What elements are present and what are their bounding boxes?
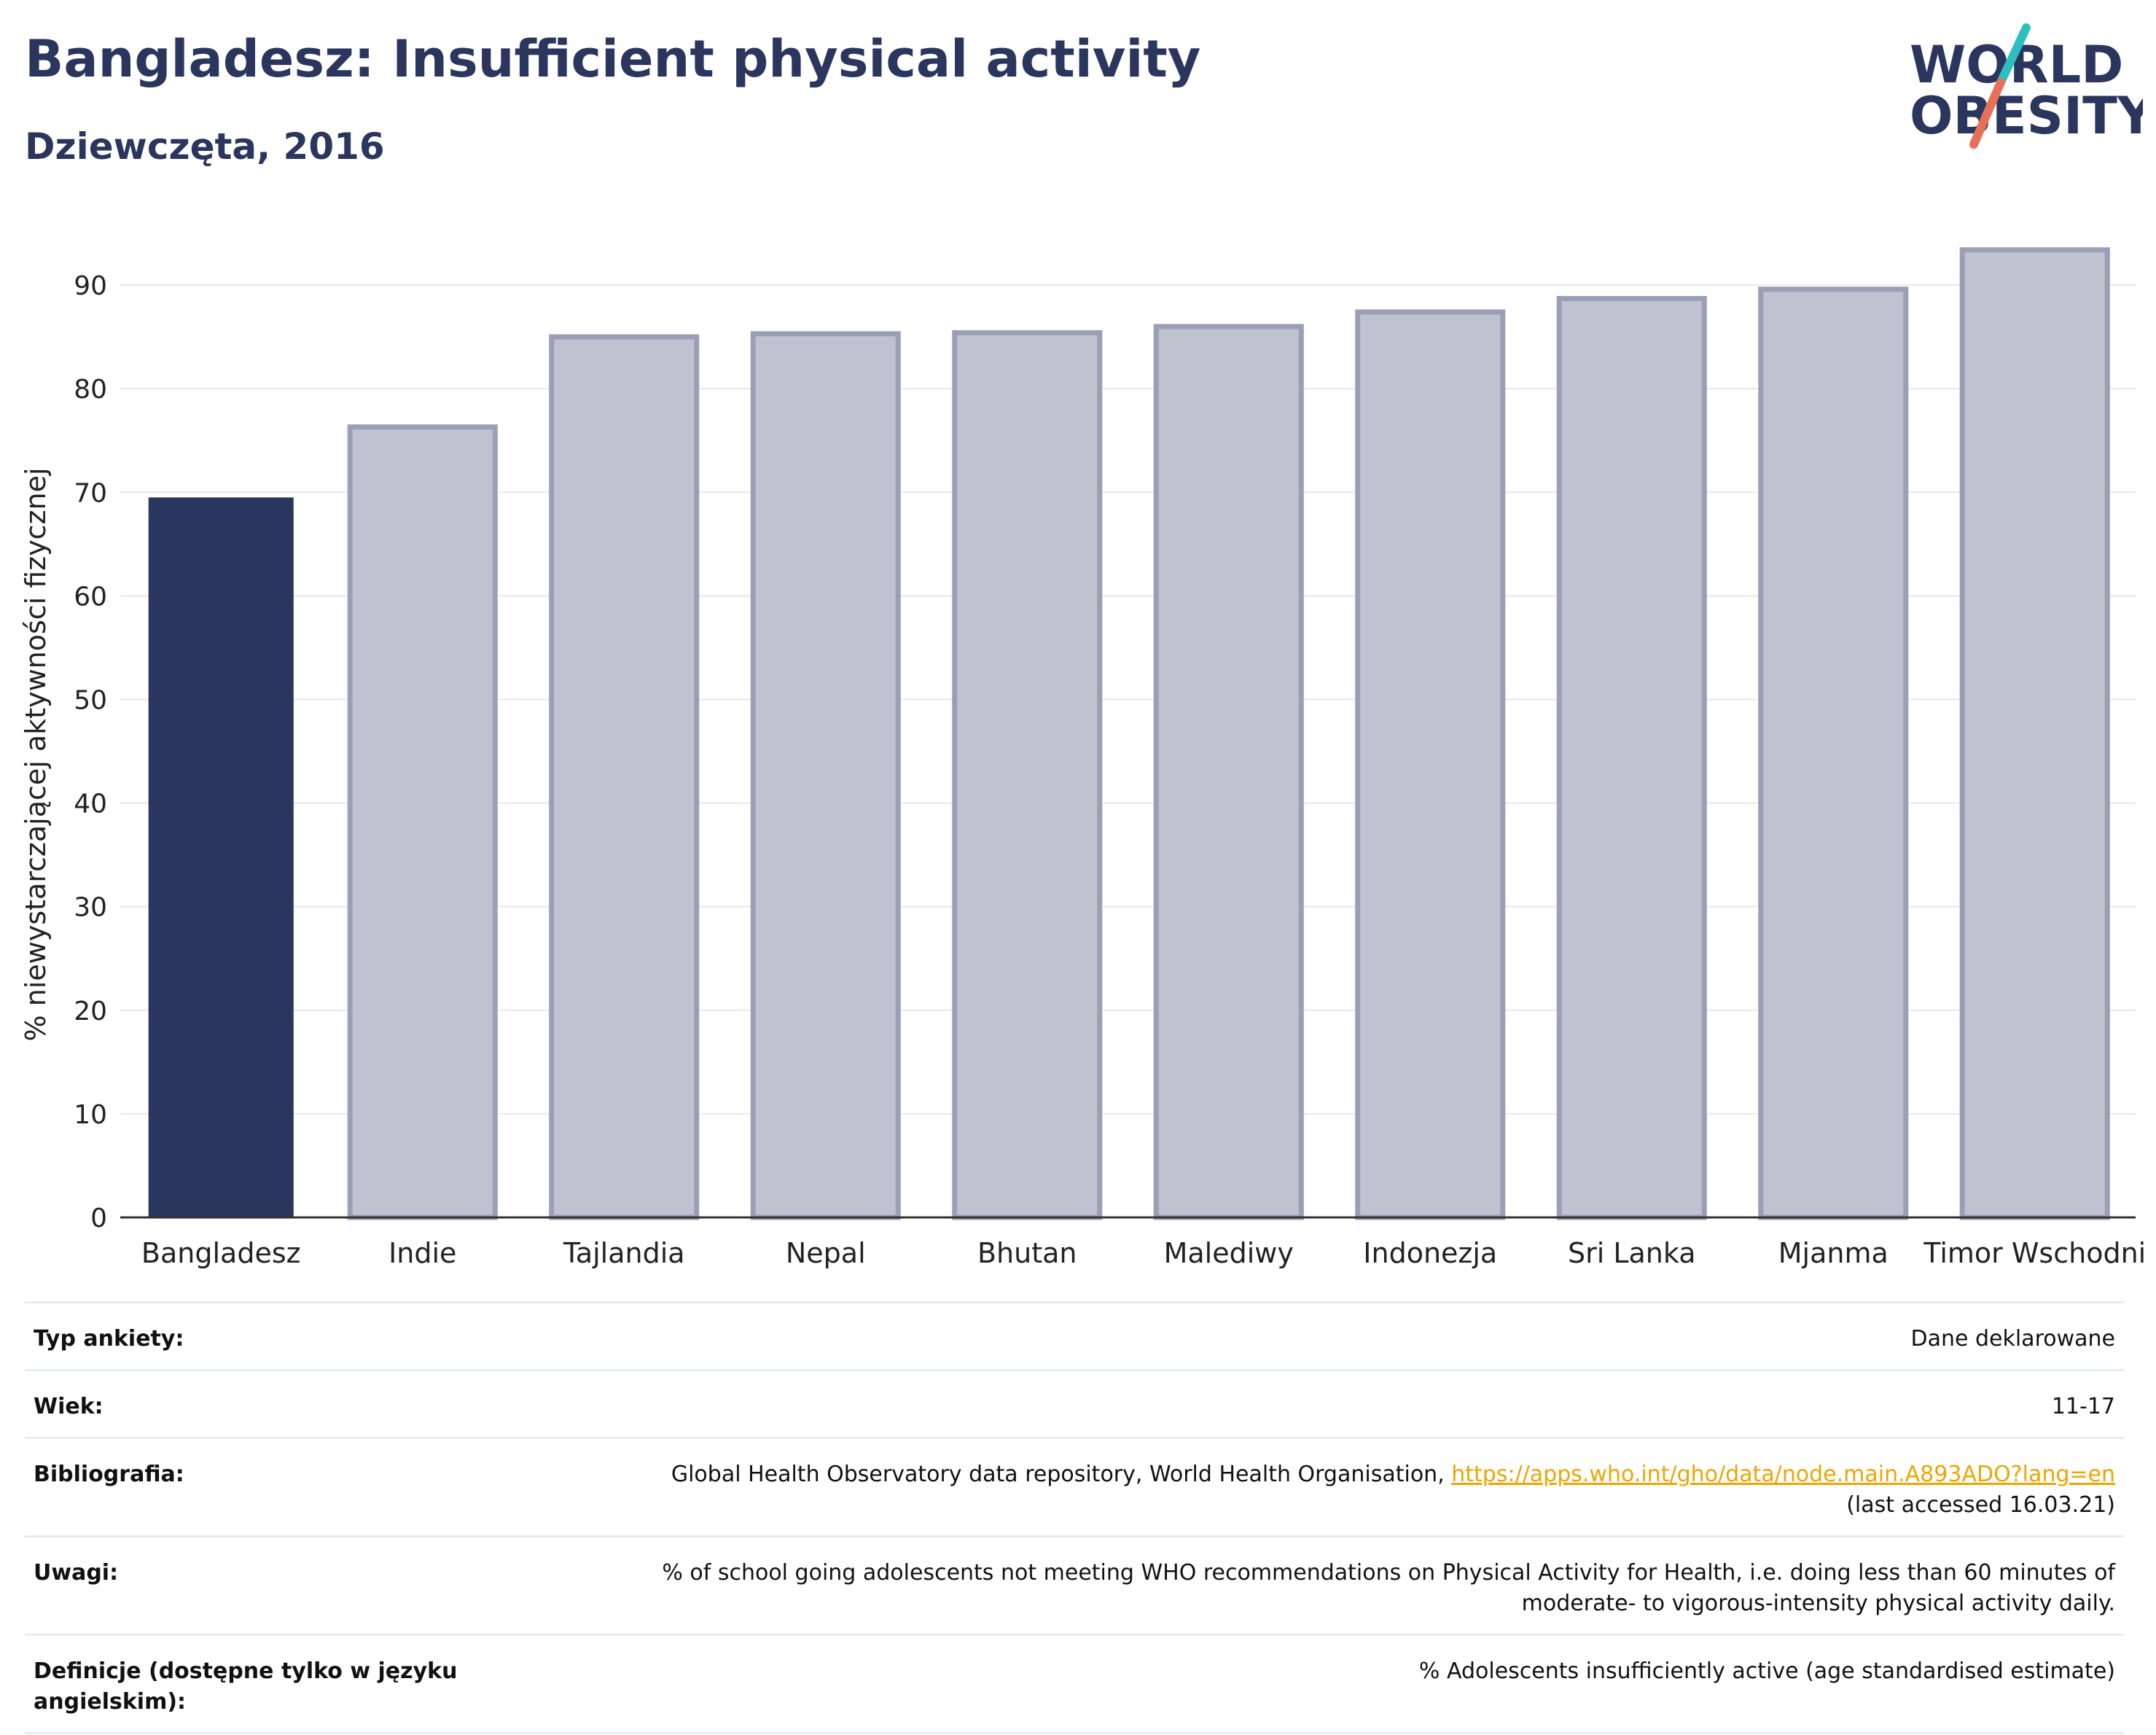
info-value: Dane deklarowane xyxy=(1910,1326,2115,1352)
y-tick-labels: 0 10 20 30 40 50 60 70 80 90 xyxy=(74,271,107,1233)
x-category-label: Tajlandia xyxy=(563,1237,685,1269)
x-category-label: Timor Wschodni xyxy=(1923,1237,2146,1269)
y-axis-title: % niewystarczającej aktywności fizycznej xyxy=(20,467,52,1041)
x-category-label: Nepal xyxy=(786,1237,866,1269)
y-tick-label: 60 xyxy=(74,582,107,612)
y-tick-label: 40 xyxy=(74,789,107,819)
x-category-label: Indonezja xyxy=(1363,1237,1497,1269)
info-row-age: Wiek: 11-17 xyxy=(25,1369,2124,1437)
bars xyxy=(148,247,2110,1220)
x-category-label: Sri Lanka xyxy=(1568,1237,1696,1269)
info-row-survey-type: Typ ankiety: Dane deklarowane xyxy=(25,1301,2124,1369)
y-tick-label: 10 xyxy=(74,1100,107,1130)
bibliography-text: Global Health Observatory data repositor… xyxy=(671,1462,1452,1487)
info-label: Uwagi: xyxy=(34,1560,119,1586)
bibliography-link[interactable]: https://apps.who.int/gho/data/node.main.… xyxy=(1451,1462,2115,1487)
x-category-labels: Bangladesz Indie Tajlandia Nepal Bhutan Maled… xyxy=(141,1237,2146,1269)
info-row-definitions: Definicje (dostępne tylko w języku angie… xyxy=(25,1634,2124,1734)
y-tick-label: 20 xyxy=(74,997,107,1026)
x-category-label: Bangladesz xyxy=(141,1237,301,1269)
x-category-label: Indie xyxy=(388,1237,456,1269)
y-tick-label: 80 xyxy=(74,375,107,405)
info-row-bibliography: Bibliografia: Global Health Observatory … xyxy=(25,1437,2124,1535)
chart-title: Bangladesz: Insufficient physical activi… xyxy=(25,29,1201,89)
info-table: Typ ankiety: Dane deklarowane Wiek: 11-1… xyxy=(25,1301,2124,1734)
bar-chart: 0 10 20 30 40 50 60 70 80 90 Bangladesz Indie Tajla… xyxy=(20,247,2146,1269)
y-tick-label: 70 xyxy=(74,478,107,508)
bibliography-accessed: (last accessed 16.03.21) xyxy=(1846,1492,2115,1518)
y-tick-label: 90 xyxy=(74,271,107,301)
y-tick-label: 30 xyxy=(74,893,107,923)
info-value: % Adolescents insufficiently active (age… xyxy=(1418,1658,2115,1684)
y-tick-label: 0 xyxy=(90,1204,107,1233)
y-tick-label: 50 xyxy=(74,685,107,715)
logo-slash-top xyxy=(1996,23,2031,87)
bar-indonezja xyxy=(1355,309,1506,1220)
bar-timor-wschodni xyxy=(1959,247,2110,1220)
world-obesity-logo: WORLD OBESITY xyxy=(1910,23,2143,149)
notes-text-line2: moderate- to vigorous-intensity physical… xyxy=(1521,1591,2115,1616)
chart-subtitle: Dziewczęta, 2016 xyxy=(25,125,385,168)
bar-indie xyxy=(347,424,498,1220)
x-category-label: Bhutan xyxy=(977,1237,1077,1269)
notes-text-line1: % of school going adolescents not meetin… xyxy=(662,1560,2115,1586)
bar-sri-lanka xyxy=(1556,296,1707,1220)
info-row-notes: Uwagi: % of school going adolescents not… xyxy=(25,1535,2124,1634)
info-value: % of school going adolescents not meetin… xyxy=(485,1558,2115,1619)
bar-bangladesz xyxy=(148,497,294,1217)
x-category-label: Malediwy xyxy=(1164,1237,1294,1269)
info-label: Definicje (dostępne tylko w języku angie… xyxy=(34,1658,458,1715)
info-value: 11-17 xyxy=(2051,1394,2115,1419)
info-label: Typ ankiety: xyxy=(34,1326,184,1352)
bar-malediwy xyxy=(1153,324,1304,1220)
bar-nepal xyxy=(750,331,901,1220)
x-category-label: Mjanma xyxy=(1778,1237,1889,1269)
bar-mjanma xyxy=(1758,286,1909,1220)
info-label: Wiek: xyxy=(34,1394,103,1419)
bar-bhutan xyxy=(952,330,1103,1220)
logo-slash-bottom xyxy=(1969,78,2005,149)
info-label: Bibliografia: xyxy=(34,1462,184,1487)
info-value: Global Health Observatory data repositor… xyxy=(485,1459,2115,1521)
logo-word-obesity: OBESITY xyxy=(1910,86,2143,146)
bar-tajlandia xyxy=(549,334,700,1220)
